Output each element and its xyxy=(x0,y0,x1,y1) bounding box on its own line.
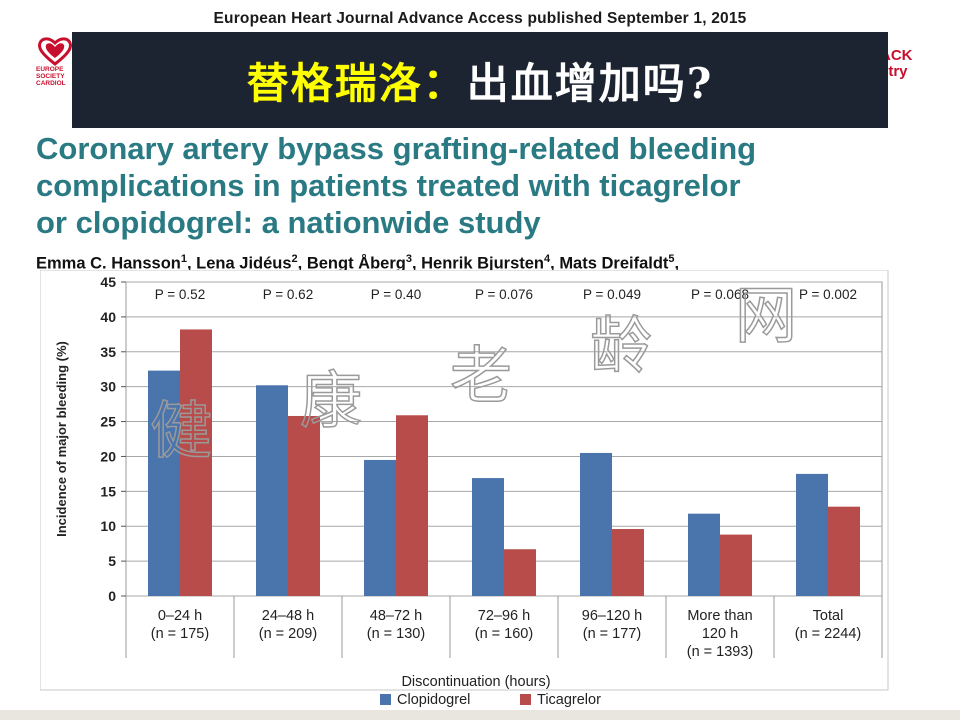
slide-title-part1: 替格瑞洛： xyxy=(246,58,467,108)
y-tick-label: 40 xyxy=(100,309,116,325)
bar-clopidogrel xyxy=(688,513,720,596)
author-name: Mats Dreifaldt xyxy=(559,254,669,273)
bar-ticagrelor xyxy=(504,549,536,596)
y-tick-label: 10 xyxy=(100,518,116,534)
x-tick-label: (n = 160) xyxy=(475,626,533,642)
paper-title-line: complications in patients treated with t… xyxy=(36,168,741,203)
legend-label: Clopidogrel xyxy=(397,692,470,708)
x-tick-label: 72–96 h xyxy=(478,608,530,624)
bar-clopidogrel xyxy=(364,459,396,596)
bar-chart-svg: 0 5 10 15 20 25 30 35 40 45 Incidence of major ble… xyxy=(40,270,889,708)
slide-title-banner: 替格瑞洛： 出血增加吗? xyxy=(72,32,888,128)
bar-ticagrelor xyxy=(180,329,212,596)
x-tick-label: 24–48 h xyxy=(262,608,314,624)
x-tick-label: More than xyxy=(687,608,752,624)
p-value-label: P = 0.40 xyxy=(371,287,421,302)
x-tick-label: 96–120 h xyxy=(582,608,642,624)
p-value-label: P = 0.049 xyxy=(583,287,641,302)
esc-logo: EUROPE SOCIETY CARDIOL xyxy=(36,36,76,92)
paper-title-line: Coronary artery bypass grafting-related … xyxy=(36,131,757,166)
author-name: Lena Jidéus xyxy=(196,254,292,273)
bar-ticagrelor xyxy=(828,506,860,596)
x-tick-label: (n = 1393) xyxy=(687,644,754,660)
bar-chart: 0 5 10 15 20 25 30 35 40 45 Incidence of major ble… xyxy=(40,270,890,710)
legend-swatch-ticagrelor xyxy=(520,694,531,705)
p-value-label: P = 0.076 xyxy=(475,287,533,302)
y-axis-label: Incidence of major bleeding (%) xyxy=(54,341,69,537)
author-affiliation: 4 xyxy=(544,253,551,265)
y-tick-label: 5 xyxy=(108,553,116,569)
x-tick-label: 48–72 h xyxy=(370,608,422,624)
x-tick-label: (n = 130) xyxy=(367,626,425,642)
x-tick-label: (n = 2244) xyxy=(795,626,862,642)
author-affiliation: 1 xyxy=(180,253,187,265)
bar-ticagrelor xyxy=(288,415,320,596)
y-tick-label: 25 xyxy=(100,414,116,430)
author-affiliation: 3 xyxy=(405,253,412,265)
bar-clopidogrel xyxy=(580,452,612,596)
y-tick-label: 0 xyxy=(108,588,116,604)
y-tick-label: 20 xyxy=(100,448,116,464)
x-tick-label: 120 h xyxy=(702,626,738,642)
p-value-label: P = 0.62 xyxy=(263,287,313,302)
x-tick-label: Total xyxy=(813,608,844,624)
x-axis-label: Discontinuation (hours) xyxy=(401,674,550,690)
x-tick-label: (n = 175) xyxy=(151,626,209,642)
bar-ticagrelor xyxy=(612,529,644,596)
legend-label: Ticagrelor xyxy=(537,692,601,708)
paper-title: Coronary artery bypass grafting-related … xyxy=(36,130,936,241)
esc-logo-text: EUROPE SOCIETY CARDIOL xyxy=(36,66,66,87)
journal-header: European Heart Journal Advance Access pu… xyxy=(213,10,747,27)
bar-clopidogrel xyxy=(796,473,828,596)
bar-clopidogrel xyxy=(256,385,288,596)
bar-ticagrelor xyxy=(396,415,428,596)
slide-footer-strip xyxy=(0,710,960,720)
heart-icon xyxy=(38,37,72,66)
author-name: Emma C. Hansson xyxy=(36,254,181,273)
p-value-label: P = 0.068 xyxy=(691,287,749,302)
bar-clopidogrel xyxy=(148,370,180,596)
x-tick-label: 0–24 h xyxy=(158,608,202,624)
bar-clopidogrel xyxy=(472,478,504,596)
p-value-label: P = 0.52 xyxy=(155,287,205,302)
x-tick-label: (n = 209) xyxy=(259,626,317,642)
legend-swatch-clopidogrel xyxy=(380,694,391,705)
y-tick-label: 35 xyxy=(100,344,116,360)
bar-ticagrelor xyxy=(720,534,752,596)
y-tick-label: 30 xyxy=(100,379,116,395)
slide-title-part2: 出血增加吗? xyxy=(466,58,714,108)
p-value-label: P = 0.002 xyxy=(799,287,857,302)
y-tick-label: 45 xyxy=(100,274,116,290)
x-tick-label: (n = 177) xyxy=(583,626,641,642)
author-name: Henrik Bjursten xyxy=(421,254,545,273)
paper-title-line: or clopidogrel: a nationwide study xyxy=(36,205,541,240)
author-list: Emma C. Hansson1, Lena Jidéus2, Bengt Åb… xyxy=(36,253,680,273)
author-affiliation: 2 xyxy=(291,253,298,265)
author-name: Bengt Åberg xyxy=(306,254,406,273)
author-affiliation: 5 xyxy=(668,253,675,265)
y-tick-label: 15 xyxy=(100,483,116,499)
